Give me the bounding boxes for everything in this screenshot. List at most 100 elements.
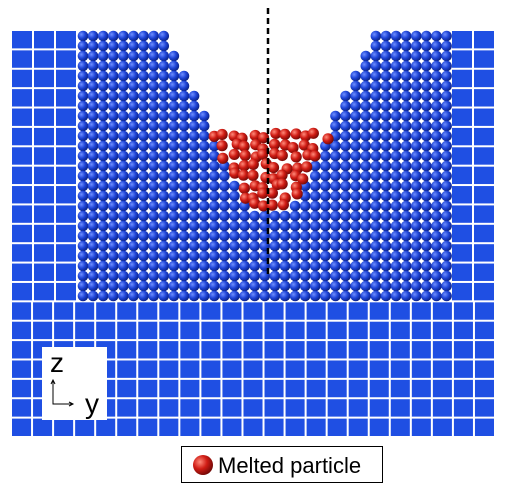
particle bbox=[401, 121, 412, 132]
particle bbox=[330, 181, 341, 192]
particle bbox=[401, 181, 412, 192]
particle bbox=[280, 251, 291, 262]
particle bbox=[118, 141, 129, 152]
particle bbox=[179, 261, 190, 272]
particle bbox=[421, 131, 432, 142]
particle bbox=[350, 241, 361, 252]
particle bbox=[310, 251, 321, 262]
grid-cell bbox=[474, 147, 494, 164]
grid-cell bbox=[138, 341, 157, 358]
legend-marker bbox=[193, 455, 213, 475]
particle bbox=[159, 71, 170, 82]
particle bbox=[209, 261, 220, 272]
particle bbox=[78, 51, 89, 62]
particle bbox=[159, 111, 170, 122]
particle bbox=[108, 271, 119, 282]
particle bbox=[391, 211, 402, 222]
grid-cell bbox=[265, 399, 284, 416]
grid-cell bbox=[286, 322, 305, 339]
particle bbox=[138, 121, 149, 132]
particle bbox=[138, 111, 149, 122]
particle bbox=[310, 271, 321, 282]
particle bbox=[148, 161, 159, 172]
particle bbox=[411, 161, 422, 172]
particle bbox=[401, 241, 412, 252]
particle bbox=[290, 291, 301, 302]
particle bbox=[239, 241, 250, 252]
particle bbox=[381, 41, 392, 52]
particle bbox=[88, 291, 99, 302]
particle bbox=[340, 211, 351, 222]
particle bbox=[401, 31, 412, 42]
particle bbox=[88, 171, 99, 182]
particle bbox=[138, 241, 149, 252]
particle bbox=[108, 261, 119, 272]
grid-cell bbox=[222, 380, 241, 397]
particle bbox=[441, 201, 452, 212]
particle bbox=[78, 191, 89, 202]
particle bbox=[118, 61, 129, 72]
particle bbox=[108, 201, 119, 212]
particle bbox=[128, 71, 139, 82]
particle bbox=[108, 61, 119, 72]
particle bbox=[391, 161, 402, 172]
particle bbox=[128, 81, 139, 92]
particle bbox=[300, 201, 311, 212]
particle bbox=[118, 181, 129, 192]
particle bbox=[219, 291, 230, 302]
grid-cell bbox=[474, 205, 494, 222]
particle bbox=[361, 171, 372, 182]
grid-cell bbox=[307, 302, 326, 319]
particle bbox=[98, 121, 109, 132]
particle bbox=[159, 201, 170, 212]
particle bbox=[411, 41, 422, 52]
particle bbox=[320, 211, 331, 222]
particle bbox=[98, 191, 109, 202]
grid-cell bbox=[433, 341, 452, 358]
particle bbox=[199, 121, 210, 132]
particle bbox=[320, 191, 331, 202]
grid-cell bbox=[75, 322, 94, 339]
particle bbox=[128, 241, 139, 252]
grid-cell bbox=[370, 360, 389, 377]
particle bbox=[159, 81, 170, 92]
particle bbox=[320, 271, 331, 282]
grid-cell bbox=[34, 283, 54, 300]
grid-cell bbox=[138, 360, 157, 377]
particle bbox=[371, 61, 382, 72]
particle bbox=[401, 261, 412, 272]
particle bbox=[219, 191, 230, 202]
particle bbox=[88, 131, 99, 142]
particle bbox=[330, 211, 341, 222]
grid-cell bbox=[34, 31, 54, 48]
particle bbox=[361, 201, 372, 212]
particle bbox=[78, 91, 89, 102]
particle bbox=[391, 241, 402, 252]
particle bbox=[118, 111, 129, 122]
particle bbox=[411, 141, 422, 152]
grid-cell bbox=[475, 302, 494, 319]
particle bbox=[340, 121, 351, 132]
particle bbox=[249, 261, 260, 272]
particle bbox=[88, 81, 99, 92]
particle bbox=[411, 221, 422, 232]
particle bbox=[159, 291, 170, 302]
particle bbox=[209, 201, 220, 212]
particle bbox=[441, 121, 452, 132]
particle bbox=[350, 281, 361, 292]
particle bbox=[350, 141, 361, 152]
grid-cell bbox=[117, 322, 136, 339]
particle bbox=[148, 51, 159, 62]
particle bbox=[169, 91, 180, 102]
grid-cell bbox=[286, 399, 305, 416]
particle bbox=[118, 201, 129, 212]
particle bbox=[138, 171, 149, 182]
particle bbox=[441, 281, 452, 292]
particle bbox=[441, 51, 452, 62]
particle bbox=[189, 131, 200, 142]
particle bbox=[138, 181, 149, 192]
grid-cell bbox=[328, 360, 347, 377]
particle bbox=[340, 161, 351, 172]
melted-particle bbox=[292, 188, 303, 199]
particle bbox=[108, 131, 119, 142]
